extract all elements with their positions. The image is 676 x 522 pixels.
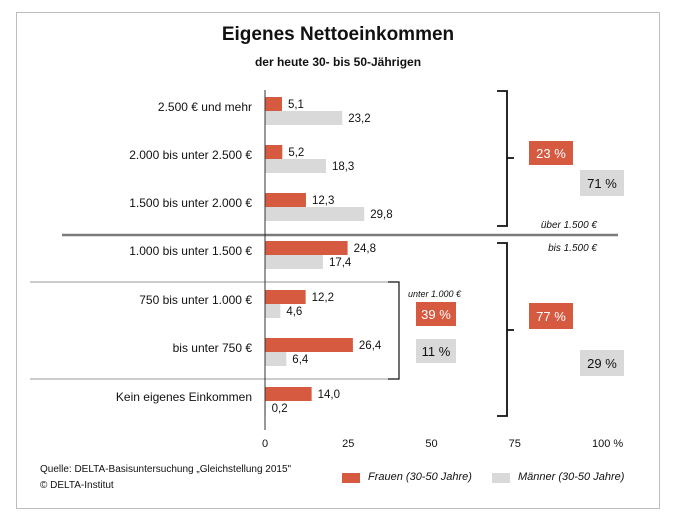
x-tick-label: 25 xyxy=(342,438,354,450)
brace-unter xyxy=(388,281,400,380)
data-label: 12,3 xyxy=(312,195,334,207)
data-label: 6,4 xyxy=(292,354,309,366)
legend-label-maenner: Männer (30-50 Jahre) xyxy=(518,471,625,483)
data-label: 12,2 xyxy=(312,292,334,304)
summary-maenner-ueber-label: 71 % xyxy=(587,176,617,191)
chart-title: Eigenes Nettoeinkommen xyxy=(221,24,455,45)
brace-bis xyxy=(497,242,514,417)
group-label-ueber: über 1.500 € xyxy=(541,220,598,231)
summary-frauen-ueber-box xyxy=(529,141,573,165)
data-label: 5,1 xyxy=(288,99,304,111)
category-label: 2.500 € und mehr xyxy=(158,100,252,114)
data-label: 5,2 xyxy=(288,147,304,159)
x-tick-label: 50 xyxy=(425,438,437,450)
x-tick-label: 75 xyxy=(509,438,521,450)
category-label: 1.500 bis unter 2.000 € xyxy=(129,196,252,210)
summary-maenner-unter-box xyxy=(416,339,456,363)
bar-frauen xyxy=(265,97,282,111)
bar-frauen xyxy=(265,338,353,352)
group-label-bis: bis 1.500 € xyxy=(548,243,597,254)
source-text: Quelle: DELTA-Basisuntersuchung „Gleichs… xyxy=(40,464,292,475)
bar-maenner xyxy=(265,159,326,173)
brace-ueber xyxy=(497,90,514,227)
summary-frauen-unter-label: 39 % xyxy=(421,307,451,322)
bar-frauen xyxy=(265,193,306,207)
data-label: 24,8 xyxy=(354,243,376,255)
summary-frauen-unter-box xyxy=(416,302,456,326)
x-tick-label: 100 % xyxy=(592,438,623,450)
bar-frauen xyxy=(265,290,306,304)
data-label: 17,4 xyxy=(329,257,352,269)
summary-frauen-ueber-label: 23 % xyxy=(536,146,566,161)
copyright-text: © DELTA-Institut xyxy=(40,480,114,491)
bar-maenner xyxy=(265,255,323,269)
bar-maenner xyxy=(265,111,343,125)
bar-maenner xyxy=(265,304,281,318)
bar-frauen xyxy=(265,145,283,159)
data-label: 0,2 xyxy=(272,403,288,415)
category-label: 1.000 bis unter 1.500 € xyxy=(129,244,252,258)
data-label: 18,3 xyxy=(332,161,354,173)
summary-frauen-bis-box xyxy=(529,303,573,329)
data-label: 26,4 xyxy=(359,340,382,352)
summary-maenner-bis-label: 29 % xyxy=(587,356,617,371)
x-tick-label: 0 xyxy=(262,438,268,450)
category-label: Kein eigenes Einkommen xyxy=(116,390,252,404)
bar-frauen xyxy=(265,387,312,401)
bar-maenner xyxy=(265,352,287,366)
group-label-unter: unter 1.000 € xyxy=(408,289,462,299)
summary-frauen-bis-label: 77 % xyxy=(536,309,566,324)
bar-frauen xyxy=(265,241,348,255)
category-label: bis unter 750 € xyxy=(173,341,253,355)
legend-label-frauen: Frauen (30-50 Jahre) xyxy=(368,471,472,483)
chart-subtitle: der heute 30- bis 50-Jährigen xyxy=(254,55,422,69)
category-label: 750 bis unter 1.000 € xyxy=(139,293,252,307)
summary-maenner-ueber-box xyxy=(580,170,624,196)
summary-maenner-unter-label: 11 % xyxy=(422,344,451,359)
data-label: 14,0 xyxy=(318,389,340,401)
chart-frame xyxy=(16,12,660,509)
bar-maenner xyxy=(265,207,365,221)
summary-maenner-bis-box xyxy=(580,350,624,376)
data-label: 23,2 xyxy=(348,113,370,125)
legend-swatch-frauen xyxy=(342,473,360,483)
data-label: 29,8 xyxy=(370,209,392,221)
category-label: 2.000 bis unter 2.500 € xyxy=(129,148,252,162)
data-label: 4,6 xyxy=(286,306,302,318)
legend-swatch-maenner xyxy=(492,473,510,483)
